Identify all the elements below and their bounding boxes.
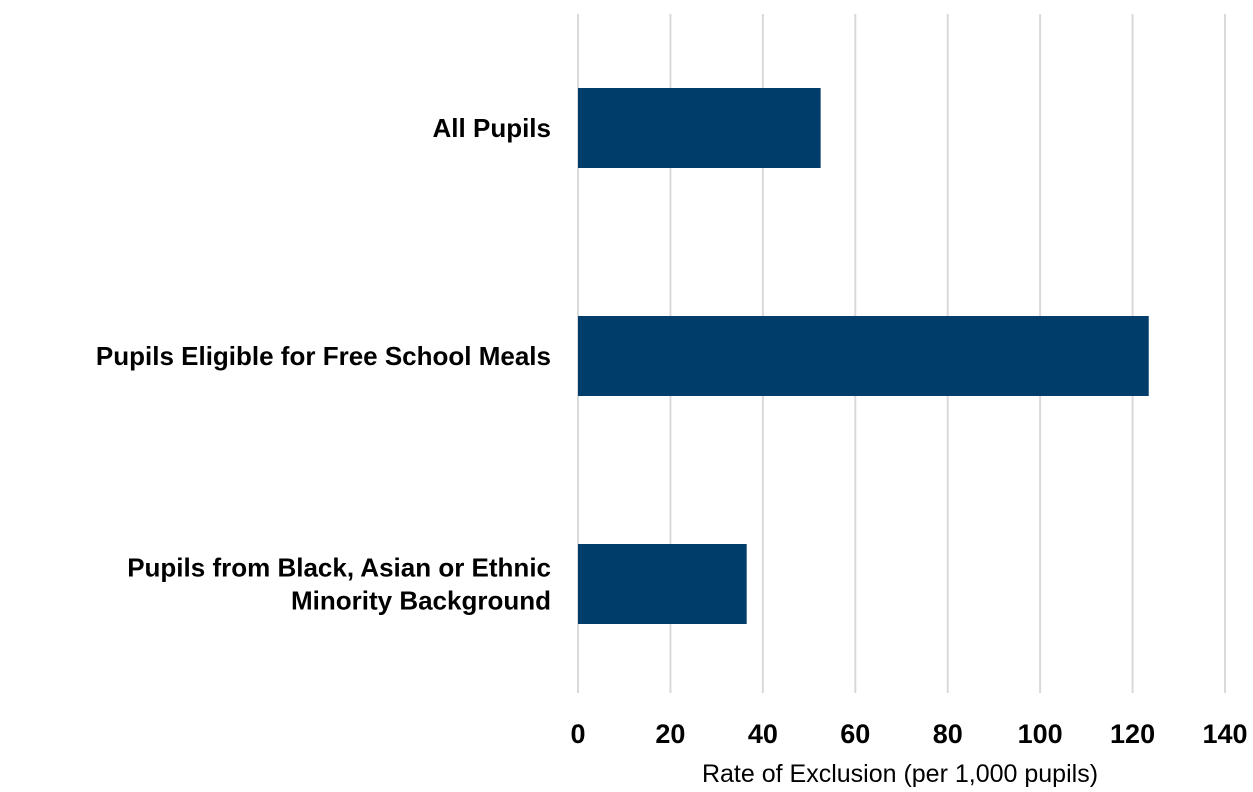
- category-label: Pupils from Black, Asian or Ethnic Minori…: [127, 553, 551, 616]
- bar: [578, 88, 821, 168]
- category-labels: All Pupils Pupils Eligible for Free Schoo…: [96, 113, 551, 616]
- bar: [578, 316, 1149, 396]
- x-tick-label: 20: [655, 719, 685, 749]
- x-tick-label: 140: [1202, 719, 1247, 749]
- x-tick-label: 60: [840, 719, 870, 749]
- bars: [578, 88, 1149, 624]
- x-tick-labels: 0 20 40 60 80 100 120 140: [570, 719, 1247, 749]
- x-tick-label: 100: [1018, 719, 1063, 749]
- x-tick-label: 40: [748, 719, 778, 749]
- x-tick-label: 0: [570, 719, 585, 749]
- category-label: Pupils Eligible for Free School Meals: [96, 341, 551, 371]
- bar: [578, 544, 747, 624]
- x-axis-title: Rate of Exclusion (per 1,000 pupils): [702, 760, 1098, 788]
- x-tick-label: 120: [1110, 719, 1155, 749]
- category-label: All Pupils: [433, 113, 551, 143]
- x-tick-label: 80: [933, 719, 963, 749]
